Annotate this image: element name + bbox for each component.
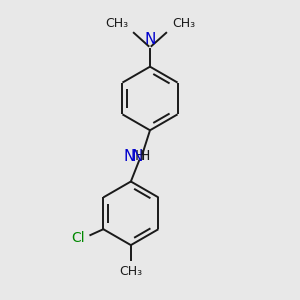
Text: N: N [123, 149, 134, 164]
Text: CH₃: CH₃ [119, 265, 142, 278]
Text: N: N [144, 32, 156, 46]
Text: H: H [135, 149, 145, 163]
Text: CH₃: CH₃ [105, 17, 128, 31]
Text: N: N [131, 149, 142, 164]
Text: Cl: Cl [71, 231, 85, 245]
Text: H: H [139, 149, 150, 163]
Text: CH₃: CH₃ [172, 17, 195, 31]
